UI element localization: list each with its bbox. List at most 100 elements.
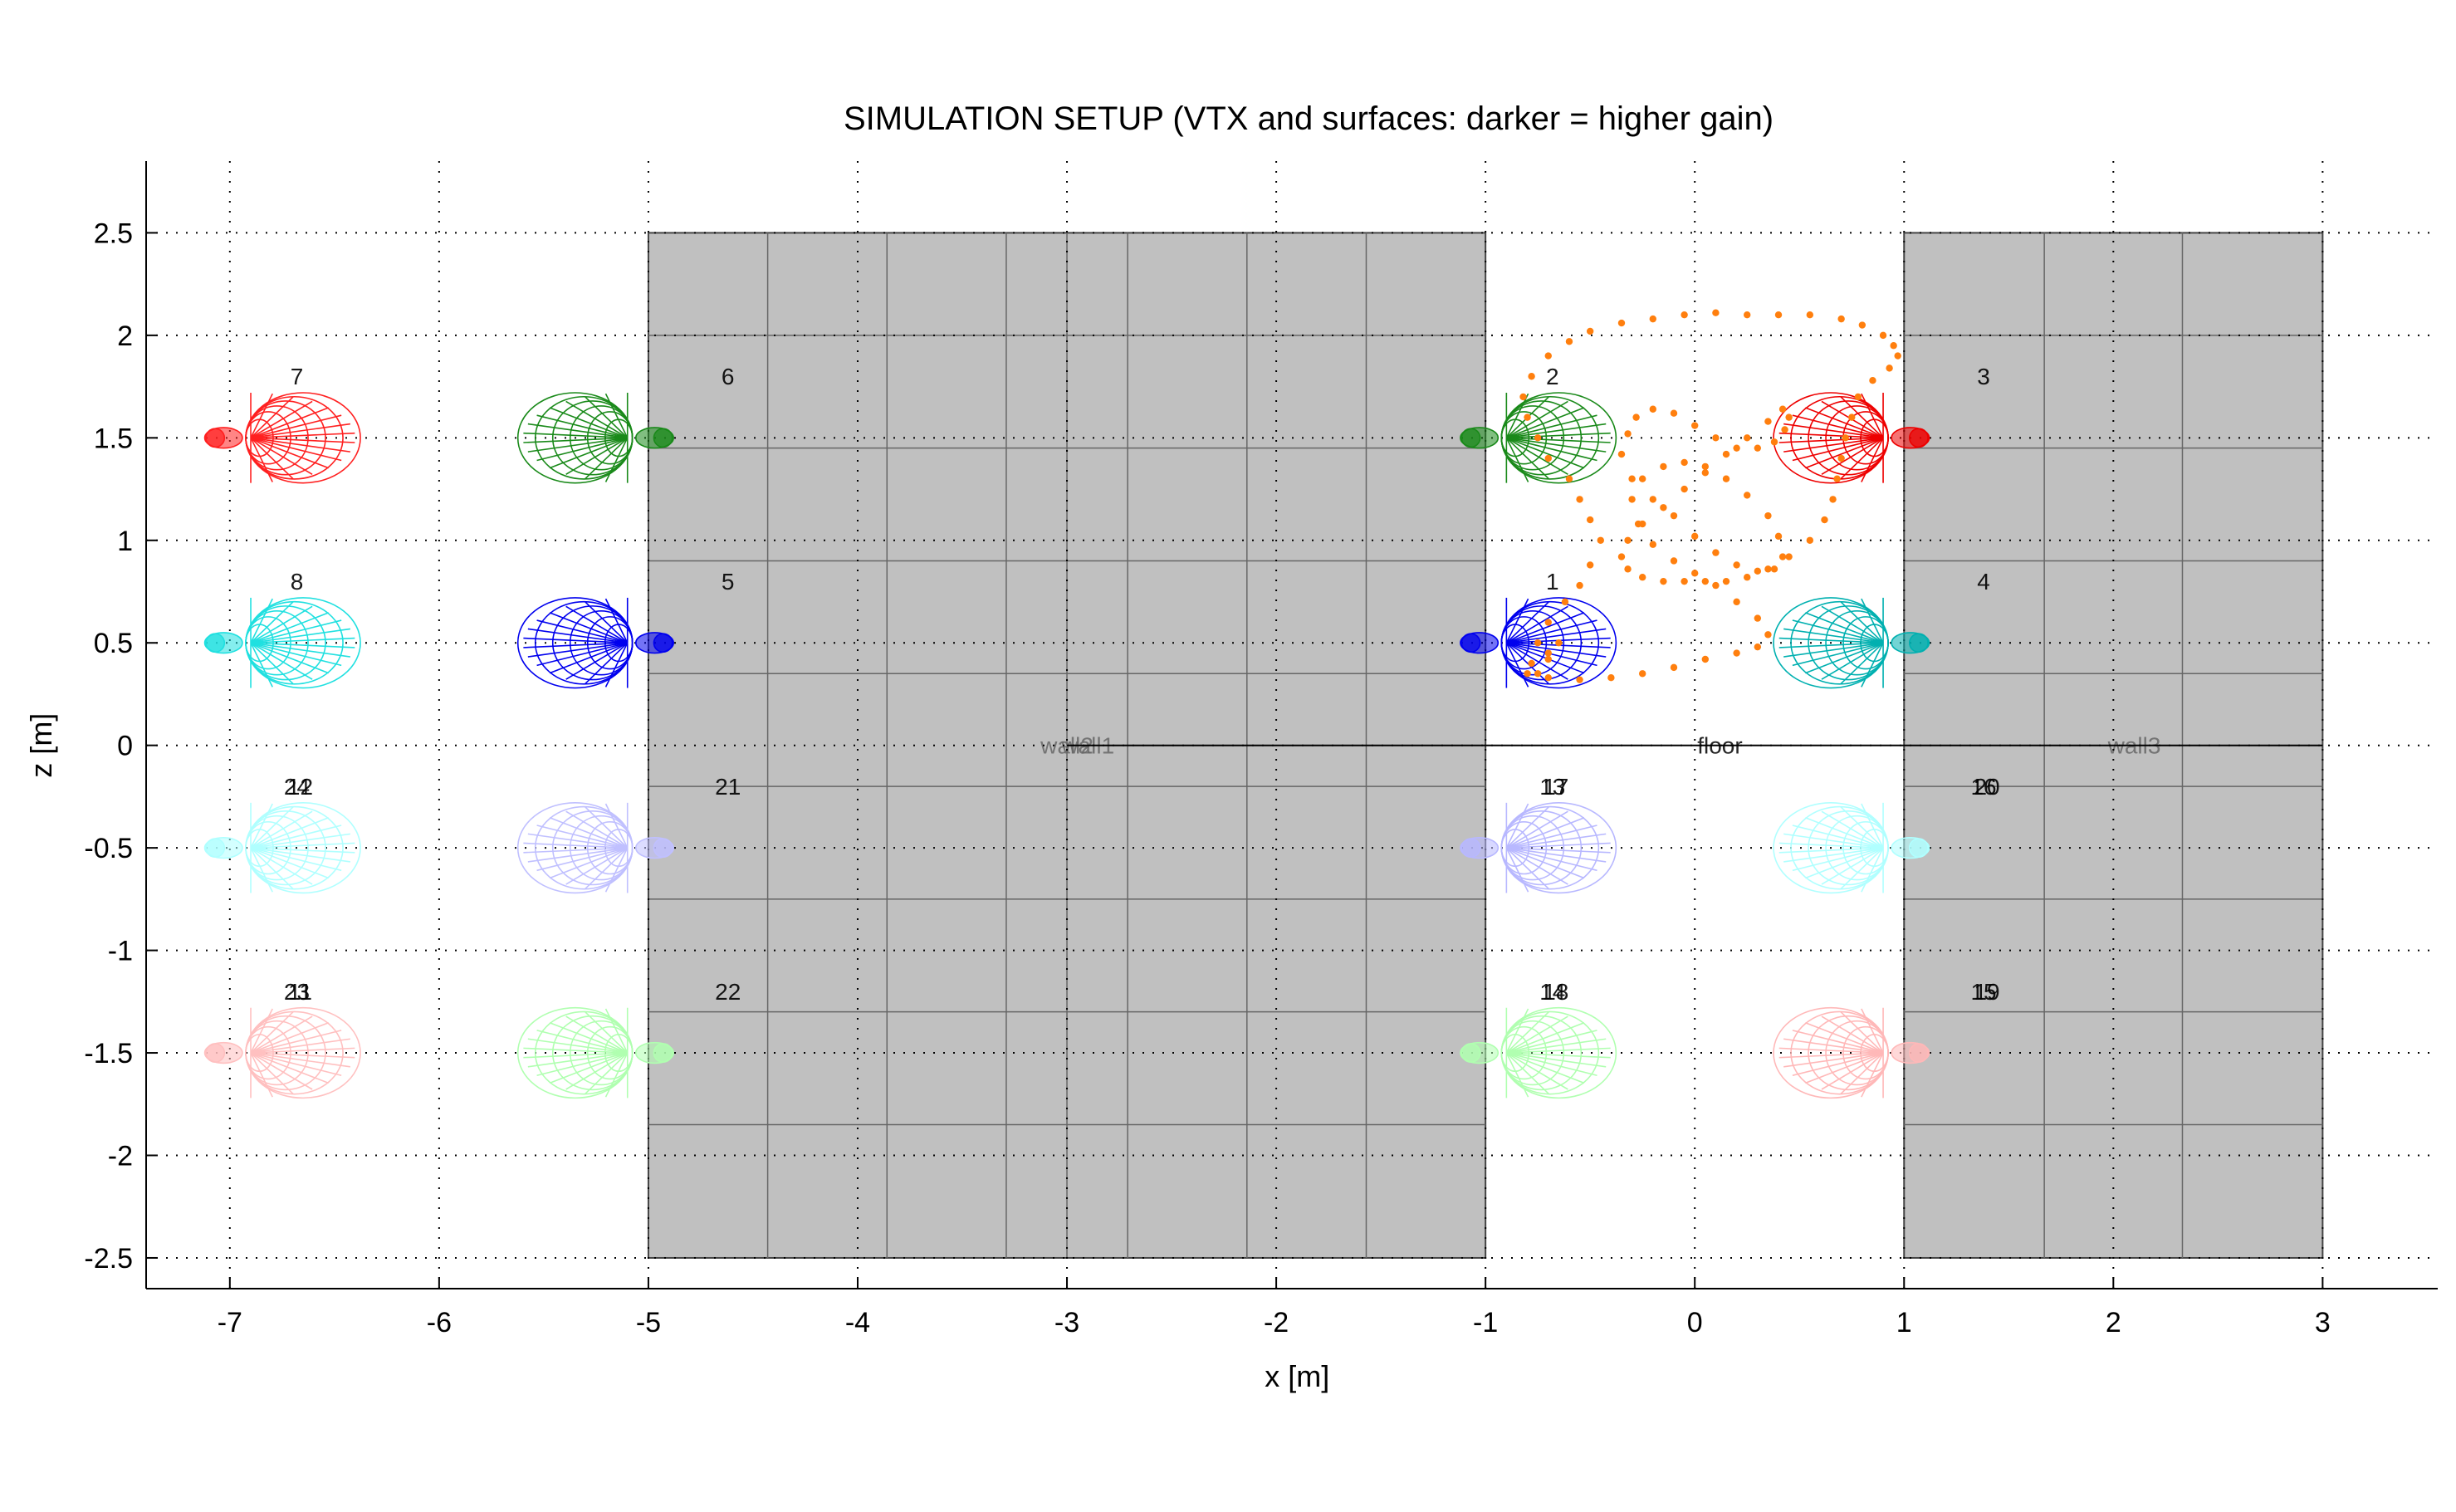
trajectory-point <box>1722 577 1730 585</box>
mesh-spoke <box>250 847 355 854</box>
trajectory-point <box>1821 516 1828 524</box>
source-directivity <box>203 802 361 894</box>
y-tick-label: 1 <box>117 526 133 557</box>
mesh-spoke <box>1506 1021 1585 1054</box>
mesh-spoke <box>604 393 629 438</box>
trajectory-point <box>1890 342 1897 350</box>
mesh-spoke <box>250 642 273 687</box>
mesh-spoke <box>250 1010 294 1054</box>
mesh-spoke <box>1821 1052 1884 1090</box>
source-rear <box>1460 1043 1481 1063</box>
mesh-spoke <box>250 642 294 685</box>
mesh-spoke <box>565 642 629 680</box>
mesh-spoke <box>250 1052 313 1090</box>
trajectory-point <box>1778 553 1787 560</box>
mesh-spoke <box>1505 1008 1529 1054</box>
mesh-spoke <box>1506 437 1585 469</box>
mesh-spoke <box>1505 1052 1550 1095</box>
mesh-spoke <box>250 803 273 849</box>
mesh-spoke <box>1861 1052 1884 1098</box>
trajectory-point <box>1879 331 1887 340</box>
source-rear <box>205 633 226 653</box>
mesh-spoke <box>1778 1047 1884 1054</box>
mesh-spoke <box>565 605 629 643</box>
source-rear <box>1460 428 1481 448</box>
mesh-spoke <box>1505 601 1550 643</box>
mesh-ring <box>1773 802 1889 894</box>
grid <box>146 161 2438 1289</box>
mesh-spoke <box>1805 642 1884 674</box>
trajectory-point <box>1534 434 1542 442</box>
source-directivity <box>1460 392 1617 484</box>
source-directivity <box>1773 802 1930 894</box>
mesh-spoke <box>604 1008 629 1054</box>
mesh-spoke <box>250 437 313 475</box>
mesh-spoke <box>523 1047 628 1054</box>
mesh-spoke <box>250 1015 313 1054</box>
mesh-spoke <box>1805 1021 1884 1054</box>
mesh-spoke <box>523 1052 628 1059</box>
mesh-spoke <box>250 642 355 648</box>
mesh-spoke <box>1506 1052 1611 1059</box>
sources <box>203 392 1930 1099</box>
mesh-spoke <box>536 1052 628 1076</box>
mesh-spoke <box>250 642 342 667</box>
trajectory-point <box>1561 598 1569 606</box>
trajectory-point <box>1544 454 1552 462</box>
x-tick-label: 0 <box>1687 1307 1703 1338</box>
mesh-spoke <box>1821 847 1884 885</box>
mesh-spoke <box>527 833 628 849</box>
source-directivity <box>1773 597 1930 689</box>
trajectory-point <box>1770 438 1778 446</box>
source-directivity <box>1460 802 1617 894</box>
trajectory-point <box>1722 450 1730 458</box>
mesh-spoke <box>1506 1052 1597 1076</box>
surfaces: wall2wall1wall3floor <box>647 232 2324 1259</box>
mesh-spoke <box>1505 393 1529 438</box>
trajectory-point <box>1744 311 1751 319</box>
trajectory-point <box>1670 663 1678 672</box>
mesh-spoke <box>250 598 273 643</box>
mesh-spoke <box>250 437 294 480</box>
trajectory-point <box>1858 321 1866 329</box>
mesh-spoke <box>1506 642 1597 667</box>
mesh-spoke <box>1505 642 1529 687</box>
source-directivity <box>516 1006 674 1099</box>
trajectory-point <box>1565 475 1573 482</box>
mesh-spoke <box>1821 1015 1884 1054</box>
mesh-spoke <box>584 1010 629 1054</box>
mesh-spoke <box>1505 598 1529 643</box>
trajectory-point <box>1681 458 1688 467</box>
trajectory-point <box>1785 413 1793 421</box>
mesh-spoke <box>584 805 629 849</box>
mesh-spoke <box>1506 619 1597 644</box>
mesh-spoke <box>1505 805 1550 849</box>
mesh-spoke <box>1505 803 1529 849</box>
source-label: 1 <box>1546 569 1559 595</box>
mesh-spoke <box>1505 642 1568 680</box>
mesh-spoke <box>1506 628 1607 644</box>
mesh-spoke <box>1840 601 1884 643</box>
mesh-ring <box>1500 1006 1617 1099</box>
mesh-ring <box>516 392 634 484</box>
mesh-ring <box>1773 597 1889 689</box>
mesh-spoke <box>1505 1052 1568 1090</box>
mesh-spoke <box>536 414 628 439</box>
mesh-spoke <box>549 437 629 469</box>
source-rear <box>205 428 226 448</box>
x-tick-label: 2 <box>2106 1307 2121 1338</box>
mesh-spoke <box>250 1052 355 1059</box>
mesh-spoke <box>250 847 350 863</box>
mesh-spoke <box>1792 847 1884 872</box>
mesh-spoke <box>1805 817 1884 849</box>
source-directivity <box>516 392 674 484</box>
mesh-spoke <box>1506 847 1597 872</box>
x-tick-label: -5 <box>636 1307 661 1338</box>
mesh-spoke <box>1778 1052 1884 1059</box>
trajectory-point <box>1628 496 1636 503</box>
trajectory-point <box>1681 311 1688 319</box>
mesh-ring <box>516 597 634 689</box>
trajectory-point <box>1833 475 1841 482</box>
